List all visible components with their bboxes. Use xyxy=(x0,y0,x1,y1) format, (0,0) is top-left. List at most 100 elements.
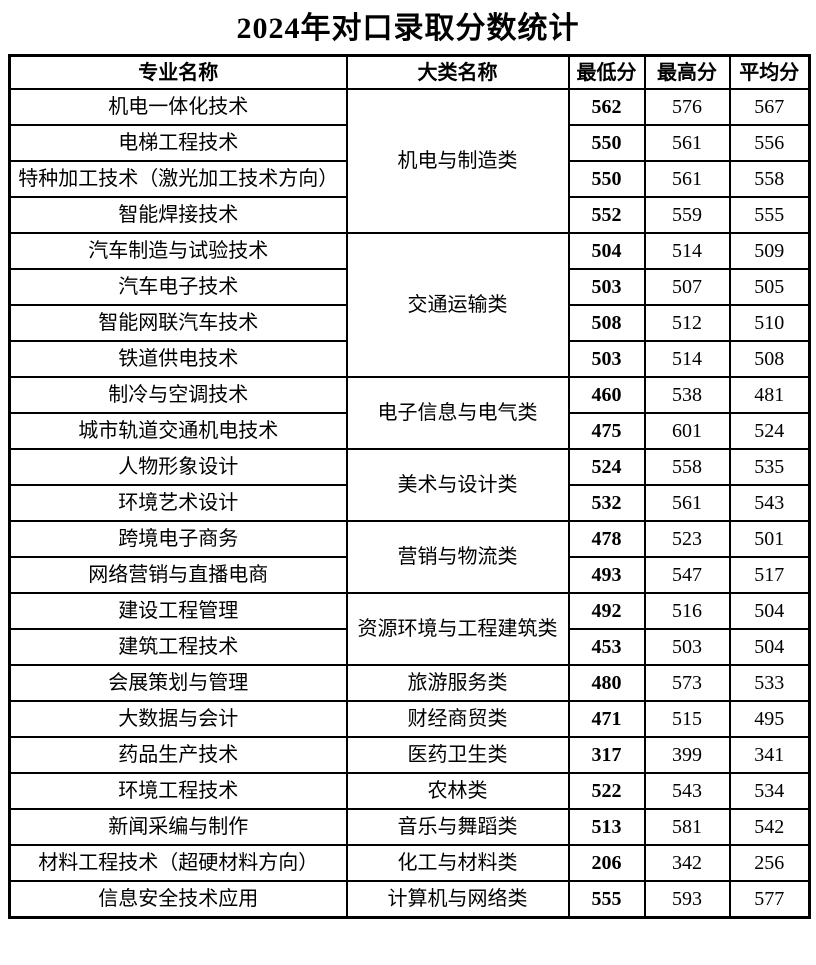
table-header-row: 专业名称 大类名称 最低分 最高分 平均分 xyxy=(8,54,811,90)
avg-score-cell: 509 xyxy=(728,232,811,270)
major-cell: 人物形象设计 xyxy=(8,448,348,486)
avg-score-cell: 542 xyxy=(728,808,811,846)
major-cell: 汽车制造与试验技术 xyxy=(8,232,348,270)
min-score-cell: 508 xyxy=(567,304,646,342)
min-score-cell: 453 xyxy=(567,628,646,666)
table-row: 铁道供电技术 503 514 508 xyxy=(8,340,811,378)
category-cell: 医药卫生类 xyxy=(345,736,570,774)
max-score-cell: 503 xyxy=(643,628,731,666)
major-cell: 大数据与会计 xyxy=(8,700,348,738)
category-cell: 化工与材料类 xyxy=(345,844,570,882)
min-score-cell: 503 xyxy=(567,268,646,306)
avg-score-cell: 510 xyxy=(728,304,811,342)
major-cell: 材料工程技术（超硬材料方向） xyxy=(8,844,348,882)
min-score-cell: 475 xyxy=(567,412,646,450)
min-score-cell: 552 xyxy=(567,196,646,234)
category-cell: 美术与设计类 xyxy=(345,448,570,522)
table-row: 智能焊接技术 552 559 555 xyxy=(8,196,811,234)
min-score-cell: 493 xyxy=(567,556,646,594)
max-score-cell: 593 xyxy=(643,880,731,919)
min-score-cell: 550 xyxy=(567,124,646,162)
min-score-cell: 524 xyxy=(567,448,646,486)
category-cell: 营销与物流类 xyxy=(345,520,570,594)
major-cell: 信息安全技术应用 xyxy=(8,880,348,919)
min-score-cell: 555 xyxy=(567,880,646,919)
max-score-cell: 512 xyxy=(643,304,731,342)
score-table-body: 机电一体化技术 机电与制造类 562 576 567 电梯工程技术 550 561 556 特种加… xyxy=(8,88,811,919)
max-score-cell: 547 xyxy=(643,556,731,594)
category-cell: 资源环境与工程建筑类 xyxy=(345,592,570,666)
max-score-cell: 601 xyxy=(643,412,731,450)
avg-score-cell: 517 xyxy=(728,556,811,594)
table-row: 汽车制造与试验技术 交通运输类 504 514 509 xyxy=(8,232,811,378)
category-cell: 交通运输类 xyxy=(345,232,570,378)
avg-score-cell: 524 xyxy=(728,412,811,450)
avg-score-cell: 504 xyxy=(728,628,811,666)
avg-score-cell: 567 xyxy=(728,88,811,126)
max-score-cell: 538 xyxy=(643,376,731,414)
max-score-cell: 558 xyxy=(643,448,731,486)
header-avg-score: 平均分 xyxy=(728,54,811,90)
avg-score-cell: 555 xyxy=(728,196,811,234)
avg-score-cell: 504 xyxy=(728,592,811,630)
table-row: 新闻采编与制作 音乐与舞蹈类 513 581 542 xyxy=(8,808,811,846)
min-score-cell: 562 xyxy=(567,88,646,126)
score-table: 专业名称 大类名称 最低分 最高分 平均分 机电一体化技术 机电与制造类 562 57… xyxy=(8,54,811,919)
category-cell: 音乐与舞蹈类 xyxy=(345,808,570,846)
min-score-cell: 513 xyxy=(567,808,646,846)
category-cell: 财经商贸类 xyxy=(345,700,570,738)
page-title: 2024年对口录取分数统计 xyxy=(236,12,580,45)
major-cell: 电梯工程技术 xyxy=(8,124,348,162)
avg-score-cell: 508 xyxy=(728,340,811,378)
table-row: 城市轨道交通机电技术 475 601 524 xyxy=(8,412,811,450)
major-cell: 会展策划与管理 xyxy=(8,664,348,702)
major-cell: 跨境电子商务 xyxy=(8,520,348,558)
min-score-cell: 206 xyxy=(567,844,646,882)
major-cell: 环境工程技术 xyxy=(8,772,348,810)
table-row: 制冷与空调技术 电子信息与电气类 460 538 481 xyxy=(8,376,811,450)
min-score-cell: 478 xyxy=(567,520,646,558)
max-score-cell: 516 xyxy=(643,592,731,630)
max-score-cell: 342 xyxy=(643,844,731,882)
max-score-cell: 543 xyxy=(643,772,731,810)
avg-score-cell: 556 xyxy=(728,124,811,162)
max-score-cell: 561 xyxy=(643,160,731,198)
header-max-score: 最高分 xyxy=(643,54,731,90)
header-major: 专业名称 xyxy=(8,54,348,90)
avg-score-cell: 505 xyxy=(728,268,811,306)
avg-score-cell: 558 xyxy=(728,160,811,198)
category-cell: 计算机与网络类 xyxy=(345,880,570,919)
max-score-cell: 561 xyxy=(643,484,731,522)
max-score-cell: 573 xyxy=(643,664,731,702)
table-row: 特种加工技术（激光加工技术方向） 550 561 558 xyxy=(8,160,811,198)
table-row: 会展策划与管理 旅游服务类 480 573 533 xyxy=(8,664,811,702)
avg-score-cell: 533 xyxy=(728,664,811,702)
avg-score-cell: 256 xyxy=(728,844,811,882)
category-cell: 旅游服务类 xyxy=(345,664,570,702)
major-cell: 城市轨道交通机电技术 xyxy=(8,412,348,450)
table-row: 机电一体化技术 机电与制造类 562 576 567 xyxy=(8,88,811,234)
avg-score-cell: 495 xyxy=(728,700,811,738)
min-score-cell: 550 xyxy=(567,160,646,198)
major-cell: 网络营销与直播电商 xyxy=(8,556,348,594)
table-row: 建筑工程技术 453 503 504 xyxy=(8,628,811,666)
header-category: 大类名称 xyxy=(345,54,570,90)
max-score-cell: 576 xyxy=(643,88,731,126)
table-row: 电梯工程技术 550 561 556 xyxy=(8,124,811,162)
max-score-cell: 523 xyxy=(643,520,731,558)
max-score-cell: 514 xyxy=(643,232,731,270)
avg-score-cell: 341 xyxy=(728,736,811,774)
min-score-cell: 317 xyxy=(567,736,646,774)
table-row: 网络营销与直播电商 493 547 517 xyxy=(8,556,811,594)
major-cell: 药品生产技术 xyxy=(8,736,348,774)
major-cell: 智能焊接技术 xyxy=(8,196,348,234)
category-cell: 电子信息与电气类 xyxy=(345,376,570,450)
min-score-cell: 522 xyxy=(567,772,646,810)
header-min-score: 最低分 xyxy=(567,54,646,90)
major-cell: 建筑工程技术 xyxy=(8,628,348,666)
max-score-cell: 399 xyxy=(643,736,731,774)
max-score-cell: 581 xyxy=(643,808,731,846)
major-cell: 制冷与空调技术 xyxy=(8,376,348,414)
max-score-cell: 559 xyxy=(643,196,731,234)
